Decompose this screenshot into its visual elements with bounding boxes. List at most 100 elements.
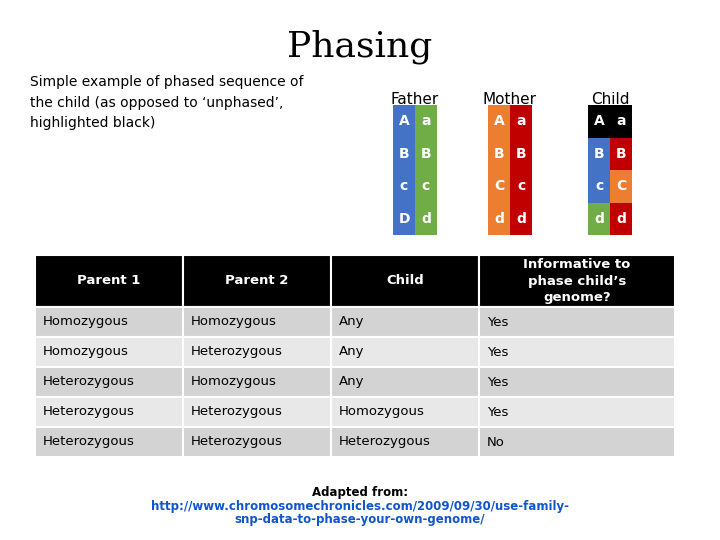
Bar — [393, 170, 415, 202]
Text: c: c — [595, 179, 603, 193]
Text: Homozygous: Homozygous — [43, 346, 129, 359]
Bar — [510, 170, 532, 202]
Text: Heterozygous: Heterozygous — [191, 406, 283, 419]
Bar — [479, 255, 675, 307]
Text: Homozygous: Homozygous — [43, 315, 129, 328]
Text: Parent 2: Parent 2 — [225, 274, 289, 287]
Text: Child: Child — [590, 92, 629, 107]
Bar — [415, 105, 437, 138]
Bar — [610, 105, 632, 138]
Text: B: B — [594, 147, 604, 161]
Bar — [510, 105, 532, 138]
Bar — [35, 255, 183, 307]
Text: d: d — [594, 212, 604, 226]
Text: c: c — [400, 179, 408, 193]
Text: c: c — [517, 179, 525, 193]
Bar — [415, 170, 437, 202]
Bar — [488, 202, 510, 235]
Bar — [393, 138, 415, 170]
Text: d: d — [494, 212, 504, 226]
Bar — [510, 202, 532, 235]
Text: Heterozygous: Heterozygous — [43, 406, 135, 419]
Bar — [35, 337, 183, 367]
Text: c: c — [422, 179, 430, 193]
Text: Mother: Mother — [483, 92, 537, 107]
Text: No: No — [487, 435, 505, 449]
Bar — [588, 170, 610, 202]
Bar — [510, 138, 532, 170]
Bar — [488, 138, 510, 170]
Text: Child: Child — [386, 274, 424, 287]
Text: d: d — [421, 212, 431, 226]
Text: Homozygous: Homozygous — [339, 406, 425, 419]
Text: A: A — [399, 114, 410, 128]
Text: a: a — [616, 114, 626, 128]
Text: Heterozygous: Heterozygous — [191, 435, 283, 449]
Text: Phasing: Phasing — [287, 30, 433, 64]
Bar — [331, 367, 479, 397]
Text: d: d — [616, 212, 626, 226]
Text: Yes: Yes — [487, 375, 508, 388]
Text: A: A — [494, 114, 505, 128]
Bar — [331, 255, 479, 307]
Bar — [479, 397, 675, 427]
Text: D: D — [398, 212, 410, 226]
Text: Any: Any — [339, 315, 364, 328]
Bar — [183, 367, 331, 397]
Text: Father: Father — [391, 92, 439, 107]
Bar — [331, 337, 479, 367]
Bar — [610, 170, 632, 202]
Text: Parent 1: Parent 1 — [77, 274, 140, 287]
Text: C: C — [494, 179, 504, 193]
Bar — [183, 337, 331, 367]
Text: Any: Any — [339, 346, 364, 359]
Text: http://www.chromosomechronicles.com/2009/09/30/use-family-: http://www.chromosomechronicles.com/2009… — [151, 500, 569, 513]
Text: Heterozygous: Heterozygous — [43, 375, 135, 388]
Text: a: a — [516, 114, 526, 128]
Text: Yes: Yes — [487, 346, 508, 359]
Text: Simple example of phased sequence of
the child (as opposed to ‘unphased’,
highli: Simple example of phased sequence of the… — [30, 75, 304, 130]
Text: C: C — [616, 179, 626, 193]
Bar — [488, 105, 510, 138]
Bar — [588, 138, 610, 170]
Bar — [35, 367, 183, 397]
Text: Informative to
phase child’s
genome?: Informative to phase child’s genome? — [523, 259, 631, 303]
Text: Homozygous: Homozygous — [191, 315, 277, 328]
Bar — [331, 397, 479, 427]
Bar — [35, 397, 183, 427]
Bar — [183, 427, 331, 457]
Bar — [479, 367, 675, 397]
Bar — [183, 397, 331, 427]
Text: Heterozygous: Heterozygous — [43, 435, 135, 449]
Text: Homozygous: Homozygous — [191, 375, 277, 388]
Text: Any: Any — [339, 375, 364, 388]
Text: d: d — [516, 212, 526, 226]
Bar — [479, 307, 675, 337]
Bar — [331, 427, 479, 457]
Bar — [610, 138, 632, 170]
Bar — [488, 170, 510, 202]
Text: snp-data-to-phase-your-own-genome/: snp-data-to-phase-your-own-genome/ — [235, 513, 485, 526]
Text: a: a — [421, 114, 431, 128]
Bar — [393, 105, 415, 138]
Text: B: B — [494, 147, 504, 161]
Bar — [183, 255, 331, 307]
Bar — [393, 202, 415, 235]
Bar — [415, 202, 437, 235]
Text: Heterozygous: Heterozygous — [191, 346, 283, 359]
Bar — [588, 105, 610, 138]
Bar — [479, 427, 675, 457]
Bar — [35, 427, 183, 457]
Bar — [588, 202, 610, 235]
Bar — [183, 307, 331, 337]
Text: B: B — [616, 147, 626, 161]
Bar — [331, 307, 479, 337]
Text: B: B — [399, 147, 409, 161]
Bar — [479, 337, 675, 367]
Text: B: B — [420, 147, 431, 161]
Text: A: A — [593, 114, 604, 128]
Text: Yes: Yes — [487, 406, 508, 419]
Text: Yes: Yes — [487, 315, 508, 328]
Bar — [415, 138, 437, 170]
Text: Adapted from:: Adapted from: — [312, 486, 408, 499]
